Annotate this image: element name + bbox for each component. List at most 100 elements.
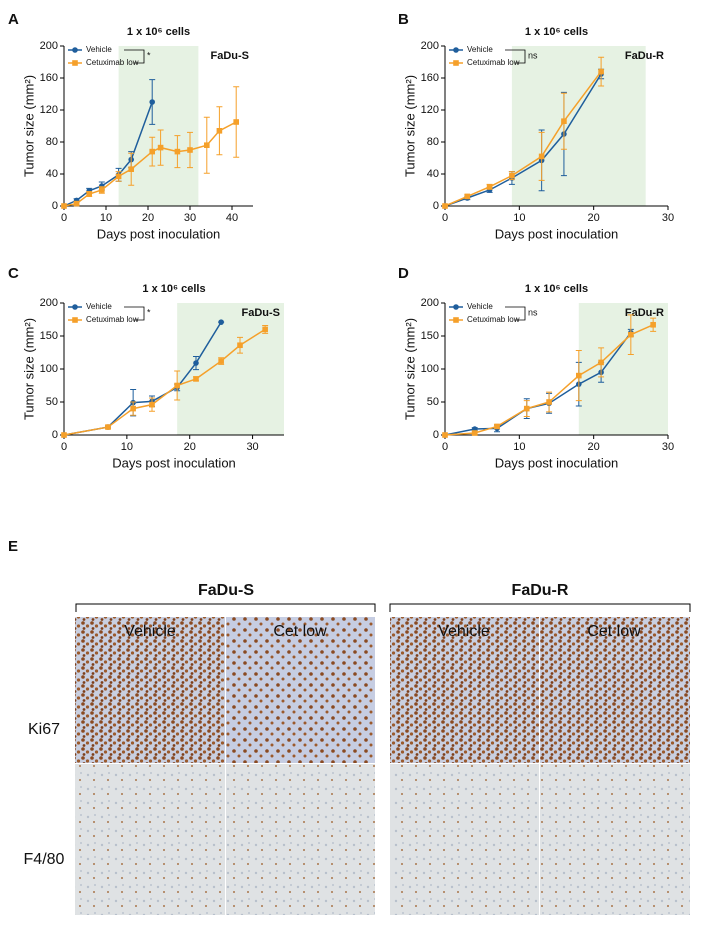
chart-title: 1 x 10⁶ cells [525, 26, 588, 38]
x-tick-label: 0 [61, 212, 67, 224]
group-bracket [389, 603, 691, 612]
x-tick-label: 20 [588, 212, 600, 224]
y-tick-label: 50 [427, 396, 439, 408]
point [598, 359, 604, 366]
treatment-window [511, 46, 646, 206]
y-tick-label: 160 [40, 72, 58, 84]
chart: B 1 x 10⁶ cells FaDu-R 0 40 80 120 160 200 0 10 20 3… [398, 11, 674, 241]
x-tick-label: 30 [662, 212, 674, 224]
x-tick-label: 20 [142, 212, 154, 224]
significance: ns [528, 307, 538, 317]
point [237, 342, 243, 349]
x-tick-label: 20 [588, 441, 600, 453]
y-axis-label: Tumor size (mm²) [402, 75, 417, 177]
chart-title: 1 x 10⁶ cells [142, 283, 205, 295]
y-tick-label: 50 [46, 396, 58, 408]
chart: A 1 x 10⁶ cells FaDu-S 0 40 80 120 160 200 0 10 20 3… [8, 11, 253, 241]
y-tick-label: 80 [427, 136, 439, 148]
point [174, 382, 180, 389]
ki67-fadu-s-vehicle [75, 617, 225, 763]
point [157, 144, 164, 151]
y-tick-label: 160 [421, 72, 439, 84]
chart-title: 1 x 10⁶ cells [127, 26, 190, 38]
point [216, 128, 223, 134]
legend-marker [453, 304, 459, 310]
point [174, 148, 181, 155]
x-axis-label: Days post inoculation [495, 226, 619, 241]
legend-marker [72, 60, 78, 66]
point [128, 166, 134, 172]
point [486, 184, 493, 190]
x-tick-label: 10 [100, 212, 112, 224]
y-tick-label: 80 [46, 136, 58, 148]
legend-label: Cetuximab low [86, 315, 139, 324]
point [193, 376, 199, 382]
x-tick-label: 10 [513, 441, 525, 453]
point [187, 147, 193, 153]
significance-bracket [124, 49, 145, 64]
chart: D 1 x 10⁶ cells FaDu-R 0 50 100 150 200 0 10 20 30 D… [398, 265, 674, 470]
point [86, 191, 92, 197]
annotation: FaDu-S [242, 307, 281, 319]
x-axis-label: Days post inoculation [97, 226, 221, 241]
group-bracket [75, 603, 376, 612]
ki67-fadu-s-cet [226, 617, 375, 763]
chart: C 1 x 10⁶ cells FaDu-S 0 50 100 150 200 0 10 20 30 D… [8, 265, 284, 470]
significance: ns [528, 50, 538, 60]
y-tick-label: 200 [421, 297, 439, 309]
x-tick-label: 20 [184, 441, 196, 453]
point [546, 399, 552, 405]
point [233, 119, 239, 125]
point [204, 142, 210, 148]
legend-label: Vehicle [86, 45, 112, 54]
y-tick-label: 150 [421, 330, 439, 342]
point [464, 193, 471, 200]
panel-letter: B [398, 11, 409, 28]
point [99, 187, 105, 193]
significance-bracket [505, 306, 526, 321]
legend-label: Vehicle [86, 302, 112, 311]
annotation: FaDu-R [625, 50, 664, 62]
y-tick-label: 200 [40, 297, 58, 309]
point [218, 319, 224, 325]
legend-label: Cetuximab low [467, 315, 520, 324]
significance: * [147, 307, 151, 317]
point [218, 358, 224, 364]
row-label: F4/80 [24, 851, 65, 868]
f480-fadu-r-vehicle [390, 764, 539, 915]
legend-label: Vehicle [467, 45, 493, 54]
group-title: FaDu-S [198, 582, 254, 599]
row-label: Ki67 [28, 721, 60, 738]
legend-marker [72, 317, 78, 323]
x-tick-label: 10 [121, 441, 133, 453]
y-tick-label: 40 [46, 168, 58, 180]
y-axis-label: Tumor size (mm²) [21, 75, 36, 177]
y-tick-label: 200 [40, 40, 58, 52]
point [471, 430, 478, 436]
point [262, 326, 268, 333]
legend-marker [72, 47, 78, 53]
point [538, 153, 545, 160]
column-label: Cet low [273, 623, 327, 640]
y-axis-label: Tumor size (mm²) [402, 318, 417, 420]
legend-label: Vehicle [467, 302, 493, 311]
point [130, 405, 136, 412]
point [442, 432, 448, 438]
panel-letter: C [8, 265, 19, 282]
legend-marker [72, 304, 78, 310]
ki67-fadu-r-vehicle [390, 617, 539, 763]
x-tick-label: 0 [61, 441, 67, 453]
panel-letter: D [398, 265, 409, 282]
f480-fadu-r-cet [540, 764, 690, 915]
histology-images [75, 617, 690, 915]
x-tick-label: 30 [662, 441, 674, 453]
point [105, 424, 111, 430]
annotation: FaDu-R [625, 307, 664, 319]
x-axis-label: Days post inoculation [112, 455, 236, 470]
point [442, 203, 448, 209]
chart-title: 1 x 10⁶ cells [525, 283, 588, 295]
x-tick-label: 0 [442, 441, 448, 453]
legend-marker [453, 47, 459, 53]
x-tick-label: 30 [184, 212, 196, 224]
